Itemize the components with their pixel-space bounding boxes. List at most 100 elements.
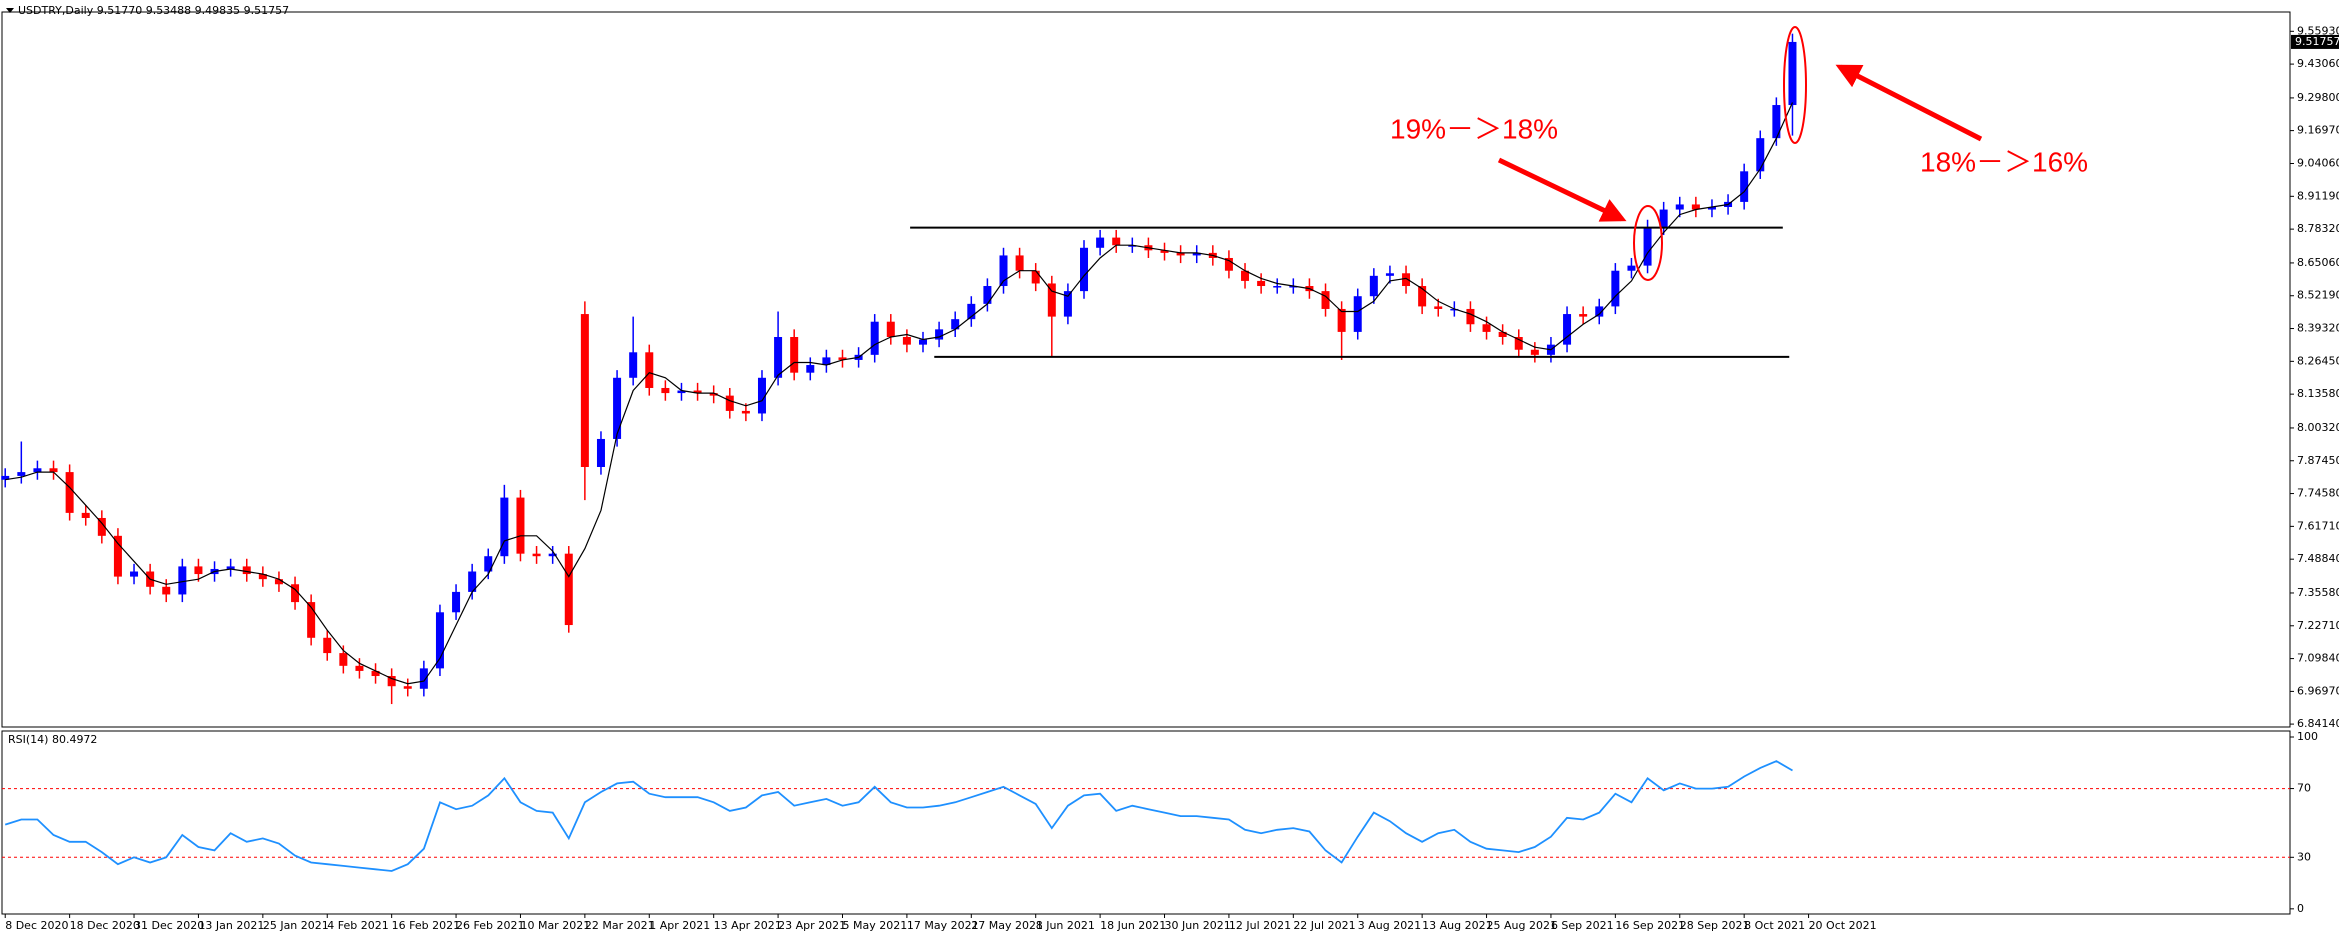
y-tick-label: 8.26450 [2297, 354, 2339, 367]
candle-body [194, 566, 203, 575]
candle-body [419, 668, 428, 689]
candle-body [967, 303, 976, 320]
candle-body [1482, 324, 1491, 332]
candle-body [274, 579, 283, 585]
candle-body [355, 665, 364, 671]
candle-body [1160, 250, 1169, 253]
x-tick-label: 13 Apr 2021 [714, 919, 782, 932]
y-tick-label: 70 [2297, 782, 2311, 795]
x-tick-label: 25 Jan 2021 [263, 919, 329, 932]
candle-body [113, 535, 122, 577]
y-tick-label: 8.78320 [2297, 222, 2339, 235]
candle-body [242, 566, 251, 575]
candle-body [1080, 247, 1089, 292]
candle-body [1418, 286, 1427, 307]
rsi-panel-frame [1, 730, 2291, 915]
candle-body [49, 468, 58, 473]
x-tick-label: 30 Jun 2021 [1165, 919, 1231, 932]
menu-triangle [6, 8, 14, 13]
candle-body [580, 314, 589, 467]
candle-body [178, 566, 187, 595]
candle-body [1434, 306, 1443, 309]
candle-body [1707, 207, 1716, 210]
candle-body [1756, 138, 1765, 172]
x-tick-label: 17 May 2021 [907, 919, 979, 932]
candle-body [516, 497, 525, 554]
candle-body [1128, 245, 1137, 247]
y-tick-label: 9.04060 [2297, 157, 2339, 170]
price-tag-label: 9.51757 [2295, 35, 2339, 48]
candle-body [1257, 280, 1266, 287]
candle-body [999, 255, 1008, 287]
y-tick-label: 7.09840 [2297, 652, 2339, 665]
x-tick-label: 25 Aug 2021 [1487, 919, 1557, 932]
arrow [1835, 64, 1983, 142]
x-tick-label: 20 Oct 2021 [1809, 919, 1877, 932]
x-tick-label: 12 Jul 2021 [1229, 919, 1291, 932]
annotation: 19%－＞18% [1390, 113, 1558, 144]
candle-body [65, 472, 74, 513]
candle-body [17, 472, 26, 476]
y-tick-label: 0 [2297, 902, 2304, 915]
y-tick-label: 7.22710 [2297, 619, 2339, 632]
x-tick-label: 10 Mar 2021 [520, 919, 590, 932]
x-tick-label: 6 Sep 2021 [1551, 919, 1614, 932]
candle-body [1176, 252, 1185, 256]
x-tick-label: 13 Jan 2021 [198, 919, 264, 932]
candle-body [468, 571, 477, 592]
candle-body [1498, 331, 1507, 337]
candle-body [1740, 171, 1749, 202]
candle-body [677, 390, 686, 394]
price-tag [2291, 34, 2339, 49]
candle-body [1788, 41, 1797, 106]
x-tick-label: 31 Dec 2020 [134, 919, 204, 932]
candle-body [564, 553, 573, 626]
candle-body [1691, 204, 1700, 210]
x-tick-label: 1 Apr 2021 [649, 919, 710, 932]
x-tick-label: 28 Sep 2021 [1680, 919, 1750, 932]
candle-body [1369, 275, 1378, 297]
highlight-ellipse [1633, 205, 1663, 281]
x-tick-label: 16 Sep 2021 [1615, 919, 1685, 932]
candle-body [1241, 270, 1250, 281]
candle-body [902, 337, 911, 345]
x-tick-label: 3 Aug 2021 [1358, 919, 1421, 932]
y-tick-label: 100 [2297, 730, 2318, 743]
candle-body [1063, 291, 1072, 317]
y-tick-label: 9.43060 [2297, 57, 2339, 70]
candle-body [1353, 296, 1362, 332]
candle-body [1385, 273, 1394, 276]
y-tick-label: 8.13580 [2297, 387, 2339, 400]
candle-body [258, 574, 267, 580]
candle-body [162, 586, 171, 595]
candle-body [1643, 227, 1652, 266]
candle-body [1224, 257, 1233, 271]
x-tick-label: 4 Feb 2021 [327, 919, 388, 932]
x-tick-label: 8 Jun 2021 [1036, 919, 1095, 932]
y-tick-label: 30 [2297, 850, 2311, 863]
y-tick-label: 8.65060 [2297, 256, 2339, 269]
y-tick-label: 9.55930 [2297, 24, 2339, 37]
candle-body [1337, 308, 1346, 332]
y-tick-label: 7.87450 [2297, 454, 2339, 467]
y-tick-label: 7.61710 [2297, 519, 2339, 532]
x-tick-label: 16 Feb 2021 [392, 919, 460, 932]
candle-body [613, 377, 622, 439]
candle-body [951, 319, 960, 330]
candle-body [548, 553, 557, 557]
annotation: 18%－＞16% [1920, 146, 2088, 177]
x-tick-label: 23 Apr 2021 [778, 919, 846, 932]
candle-body [291, 584, 300, 603]
y-tick-label: 8.00320 [2297, 421, 2339, 434]
y-tick-label: 7.74580 [2297, 487, 2339, 500]
x-tick-label: 8 Oct 2021 [1744, 919, 1805, 932]
candle-body [596, 438, 605, 467]
candle-body [1563, 314, 1572, 345]
candle-body [1595, 306, 1604, 317]
x-tick-label: 18 Jun 2021 [1100, 919, 1166, 932]
y-tick-label: 8.91190 [2297, 189, 2339, 202]
x-tick-label: 27 May 2021 [971, 919, 1043, 932]
